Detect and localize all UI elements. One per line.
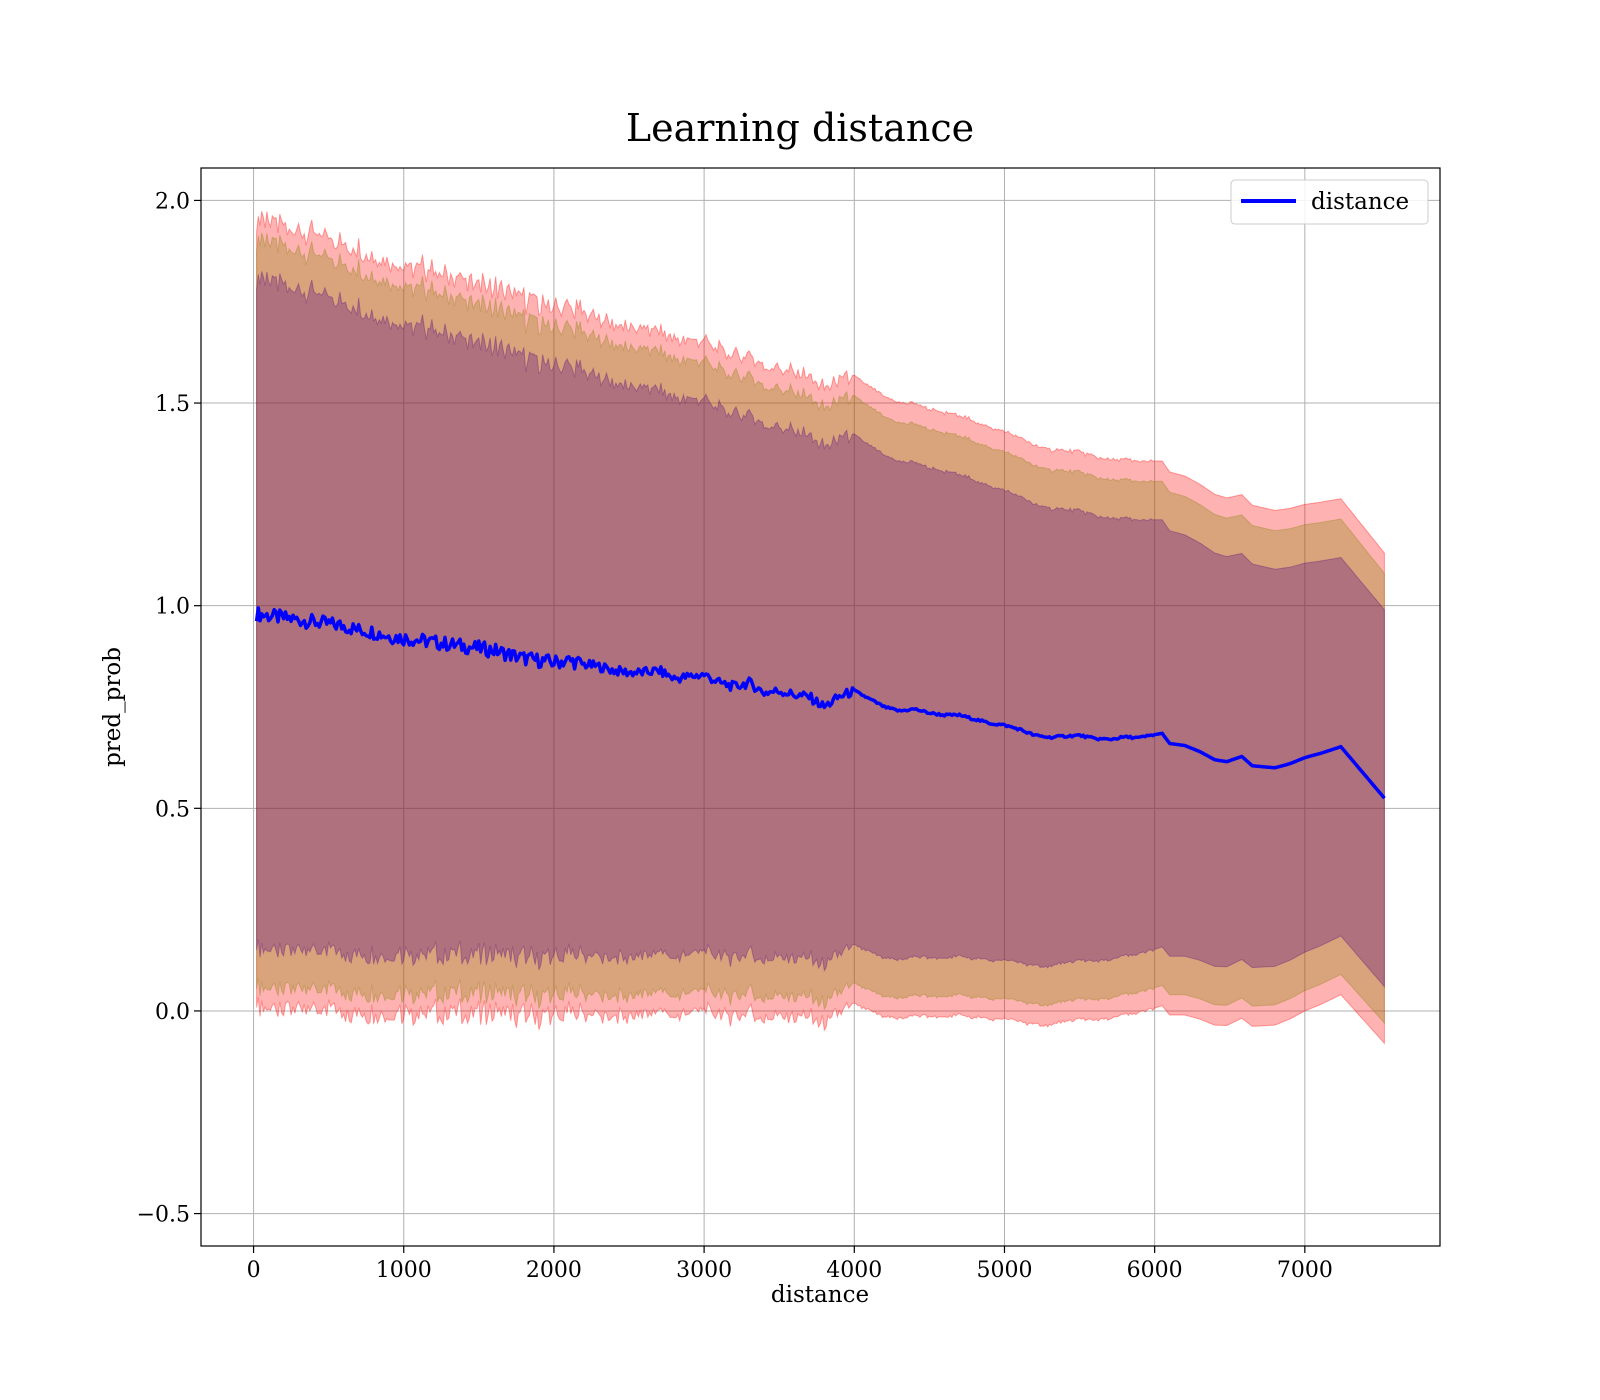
band-outer [256, 211, 1385, 1045]
band-inner [256, 271, 1385, 988]
y-tick-label: −0.5 [137, 1203, 190, 1228]
x-tick-label: 6000 [1127, 1258, 1183, 1283]
band-series [256, 211, 1385, 1045]
x-tick-label: 0 [247, 1258, 261, 1283]
y-tick-label: 2.0 [155, 189, 190, 214]
y-axis-ticks: −0.5 0.0 0.5 1.0 1.5 2.0 [137, 189, 201, 1228]
line-series [254, 606, 1386, 800]
legend: distance [1230, 179, 1429, 225]
y-tick-label: 1.5 [155, 392, 190, 417]
legend-label: distance [1311, 189, 1409, 215]
x-tick-label: 1000 [376, 1258, 432, 1283]
y-tick-label: 0.0 [155, 1000, 190, 1025]
x-tick-label: 7000 [1277, 1258, 1333, 1283]
x-tick-label: 3000 [676, 1258, 732, 1283]
x-tick-label: 2000 [526, 1258, 582, 1283]
x-tick-label: 4000 [826, 1258, 882, 1283]
y-tick-label: 1.0 [155, 595, 190, 620]
band-middle [256, 232, 1385, 1025]
legend-box [1230, 179, 1429, 225]
y-tick-label: 0.5 [155, 797, 190, 822]
chart-title: Learning distance [626, 106, 974, 150]
x-axis-label: distance [771, 1282, 869, 1308]
x-axis-ticks: 0 1000 2000 3000 4000 5000 6000 7000 [247, 1246, 1333, 1283]
x-tick-label: 5000 [976, 1258, 1032, 1283]
plot-frame [200, 167, 1441, 1247]
distance-line [254, 606, 1386, 800]
y-axis-label: pred_prob [100, 647, 126, 767]
